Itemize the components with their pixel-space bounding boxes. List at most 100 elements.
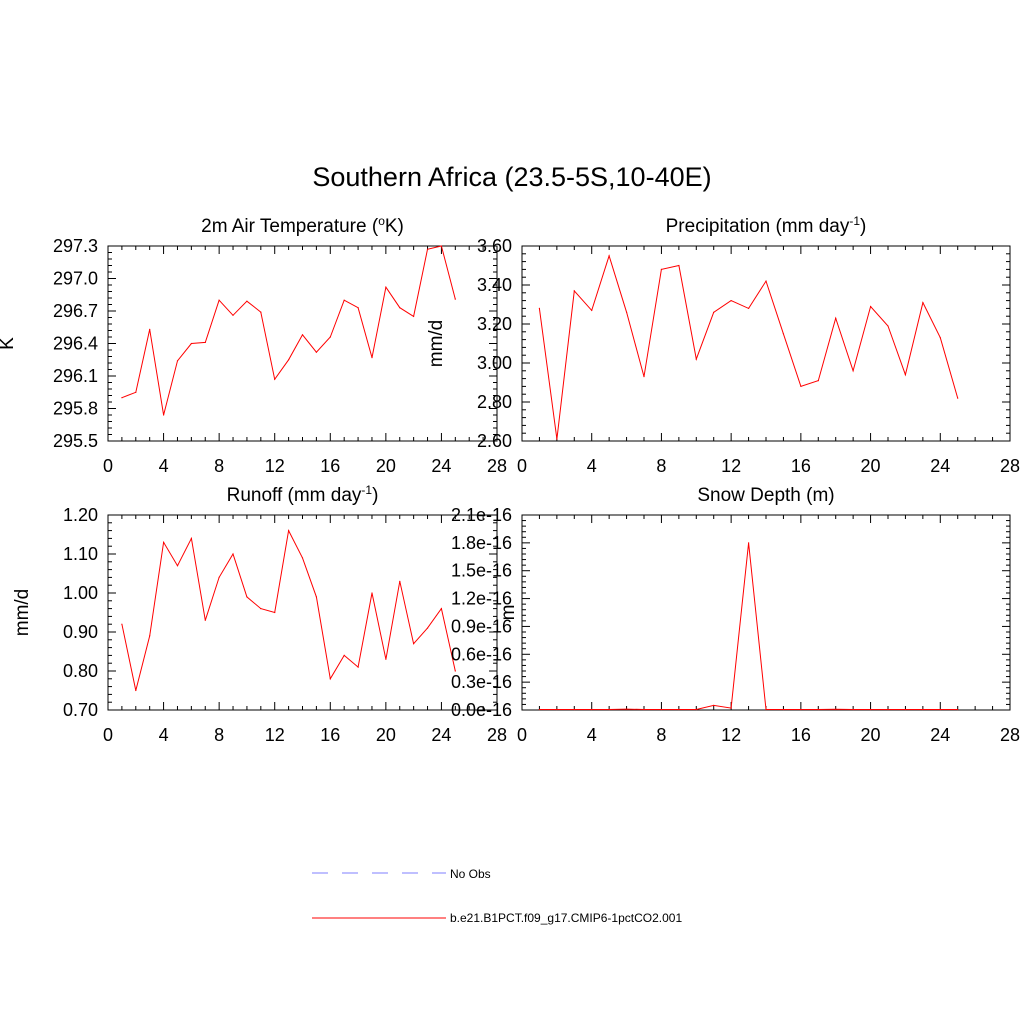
panel-title-superscript: -1 [849,214,860,228]
data-point [413,315,415,317]
data-point [440,608,442,610]
data-point [121,397,123,399]
data-point [301,557,304,559]
x-tick-label: 4 [159,456,169,476]
data-point [204,341,206,343]
panel-title: Precipitation (mm day-1) [666,214,867,237]
data-point [288,359,290,361]
y-tick-label: 296.7 [53,301,98,321]
x-tick-label: 24 [431,456,451,476]
panel-title: 2m Air Temperature (oK) [201,214,404,237]
data-point [904,374,907,376]
data-point [232,553,234,555]
data-point [713,704,715,707]
y-tick-label: 1.10 [63,544,98,564]
x-tick-label: 20 [376,725,396,745]
data-point [782,708,785,711]
y-tick-label: 3.60 [477,236,512,256]
data-point [782,333,785,335]
data-point [149,635,151,637]
data-point [835,317,837,319]
x-tick-label: 4 [159,725,169,745]
data-point [748,307,750,309]
data-point [904,708,907,711]
x-tick-label: 20 [861,456,881,476]
y-tick-label: 1.20 [63,505,98,525]
data-point [454,298,456,300]
data-point [329,336,331,338]
data-point [608,708,610,711]
data-point [385,286,387,288]
data-point [556,708,558,711]
x-tick-label: 24 [930,456,950,476]
panel-3: Runoff (mm day-1) mm/d 0 4 8 12 16 20 24 28 0.70 0.… [12,483,507,745]
data-point [163,414,165,416]
panel-title-text: 2m Air Temperature ( [201,216,379,237]
data-point [660,268,663,270]
x-tick-label: 0 [517,456,527,476]
data-point [800,385,802,387]
data-point [343,299,345,301]
panel-title-text: Runoff (mm day [227,485,362,506]
y-tick-label: 0.80 [63,661,98,681]
y-tick-label: 1.8e-16 [451,533,512,553]
y-axis-label: m [498,605,519,621]
data-point [922,302,924,304]
data-point [218,299,220,301]
data-point [190,537,192,540]
data-point [163,541,165,543]
y-tick-label: 0.6e-16 [451,644,512,664]
data-point [135,391,137,393]
data-point [835,708,837,710]
legend-obs-label: No Obs [450,867,491,881]
data-point [730,707,732,709]
panel-title: Snow Depth (m) [697,485,834,506]
panel-title-suffix: K) [385,216,404,237]
data-point [274,611,276,614]
data-point [329,678,331,680]
x-tick-label: 12 [721,725,741,745]
y-axis-label: mm/d [12,589,33,637]
y-tick-label: 0.90 [63,622,98,642]
data-point [695,358,697,360]
data-point [426,627,429,629]
y-axis-label: K [0,337,18,350]
x-tick-label: 0 [103,456,113,476]
data-point [204,619,206,621]
data-point [626,708,628,710]
data-point [748,542,750,544]
panel-4: Snow Depth (m) m 0 4 8 12 16 20 24 28 0.0e-16 0.3e-… [451,485,1020,745]
data-point [232,314,234,316]
data-point [800,708,802,711]
x-tick-label: 8 [656,456,666,476]
y-tick-label: 2.80 [477,392,512,412]
plot-frame [521,514,1011,711]
data-point [660,708,663,711]
x-tick-label: 28 [487,456,507,476]
y-tick-label: 295.5 [53,431,98,451]
data-point [870,305,872,308]
x-tick-label: 16 [791,456,811,476]
y-tick-label: 2.1e-16 [451,505,512,525]
x-tick-label: 4 [587,456,597,476]
data-point [454,670,456,672]
plot-frame [521,245,1011,442]
data-point [713,311,715,313]
data-point [357,666,359,668]
data-point [678,708,680,711]
x-tick-label: 0 [103,725,113,745]
data-point [274,378,276,380]
y-tick-label: 296.1 [53,366,98,386]
data-point [887,325,889,327]
data-point [852,708,854,711]
y-tick-label: 296.4 [53,334,98,354]
x-tick-label: 28 [487,725,507,745]
data-point [440,245,442,247]
data-point [399,580,401,582]
data-point [765,280,767,282]
main-title: Southern Africa (23.5-5S,10-40E) [312,162,712,192]
panel-title-text: Snow Depth (m) [697,485,834,506]
data-point [176,565,179,567]
data-point [591,708,593,711]
